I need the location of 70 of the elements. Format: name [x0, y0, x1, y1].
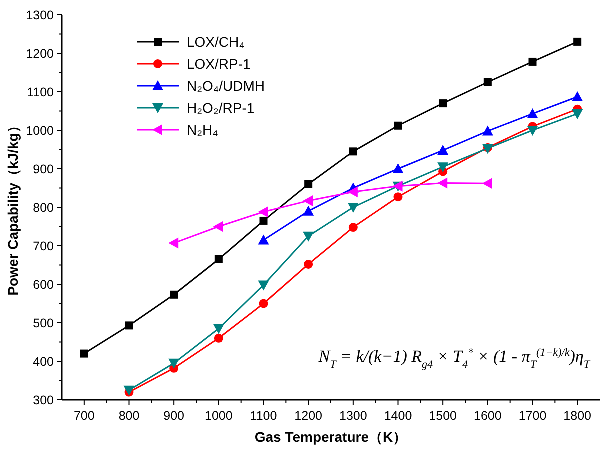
y-tick-label: 300	[33, 394, 54, 408]
y-tick-label: 700	[33, 240, 54, 254]
point	[125, 322, 134, 330]
y-tick-label: 400	[33, 355, 54, 369]
y-tick-label: 1000	[26, 124, 54, 138]
y-axis-title: Power Capability（kJ/kg）	[5, 119, 21, 296]
x-tick-label: 700	[74, 409, 95, 423]
y-tick-label: 1300	[26, 8, 54, 22]
point	[304, 180, 313, 188]
point	[574, 38, 582, 46]
point	[168, 238, 179, 249]
legend-label: LOX/RP-1	[187, 56, 252, 72]
x-tick-label: 900	[164, 409, 185, 423]
point	[258, 234, 270, 245]
point	[484, 78, 492, 86]
point	[572, 109, 584, 120]
x-tick-label: 1700	[518, 409, 547, 423]
legend-label: N₂H₄	[187, 122, 219, 138]
x-tick-label: 1400	[384, 409, 412, 423]
point	[394, 192, 403, 202]
point	[528, 58, 537, 66]
point	[304, 260, 314, 269]
point	[438, 145, 449, 156]
text: N$_{T}$ = k/(k−1) R$_{g4}$ × T$_{4}$$^{*}$ × (1 - π$_{T}$$^{(1−k)/k}$)η$_{T}$	[318, 347, 590, 371]
point	[394, 122, 402, 130]
point	[258, 206, 268, 218]
point	[439, 100, 448, 108]
point	[214, 334, 224, 343]
point	[438, 162, 449, 173]
y-tick-label: 500	[33, 316, 54, 330]
y-tick-label: 800	[33, 201, 54, 215]
point	[168, 358, 180, 369]
y-tick-label: 1200	[26, 47, 54, 61]
point	[572, 92, 584, 102]
point	[303, 195, 314, 206]
x-tick-label: 1300	[340, 409, 368, 423]
y-tick-label: 600	[33, 278, 54, 292]
point	[527, 126, 538, 136]
point	[258, 280, 270, 291]
point	[303, 232, 314, 242]
point	[438, 178, 448, 189]
point	[170, 290, 178, 299]
x-tick-label: 1000	[205, 409, 233, 423]
point	[527, 108, 538, 118]
point	[214, 255, 223, 264]
x-tick-label: 1800	[564, 409, 592, 423]
x-tick-label: 1200	[294, 409, 323, 423]
point	[213, 221, 224, 232]
point	[482, 126, 494, 136]
point	[213, 324, 224, 334]
point	[348, 203, 359, 213]
legend-label: N₂O₄/UDMH	[187, 78, 266, 94]
point	[80, 350, 88, 358]
legend-label: H₂O₂/RP-1	[187, 100, 255, 116]
point	[349, 148, 358, 156]
x-tick-label: 1600	[474, 409, 502, 423]
x-tick-label: 1100	[250, 409, 278, 423]
x-axis-title: Gas Temperature（K）	[254, 429, 408, 445]
point	[348, 223, 358, 232]
point	[259, 299, 268, 308]
legend-label: LOX/CH₄	[187, 34, 246, 50]
y-tick-label: 1100	[27, 86, 54, 100]
y-tick-label: 900	[33, 162, 54, 176]
point	[348, 186, 358, 198]
point	[482, 178, 492, 190]
point	[303, 206, 314, 216]
x-tick-label: 1500	[429, 409, 458, 423]
point	[260, 216, 268, 225]
x-tick-label: 800	[118, 409, 140, 423]
point	[392, 164, 404, 174]
